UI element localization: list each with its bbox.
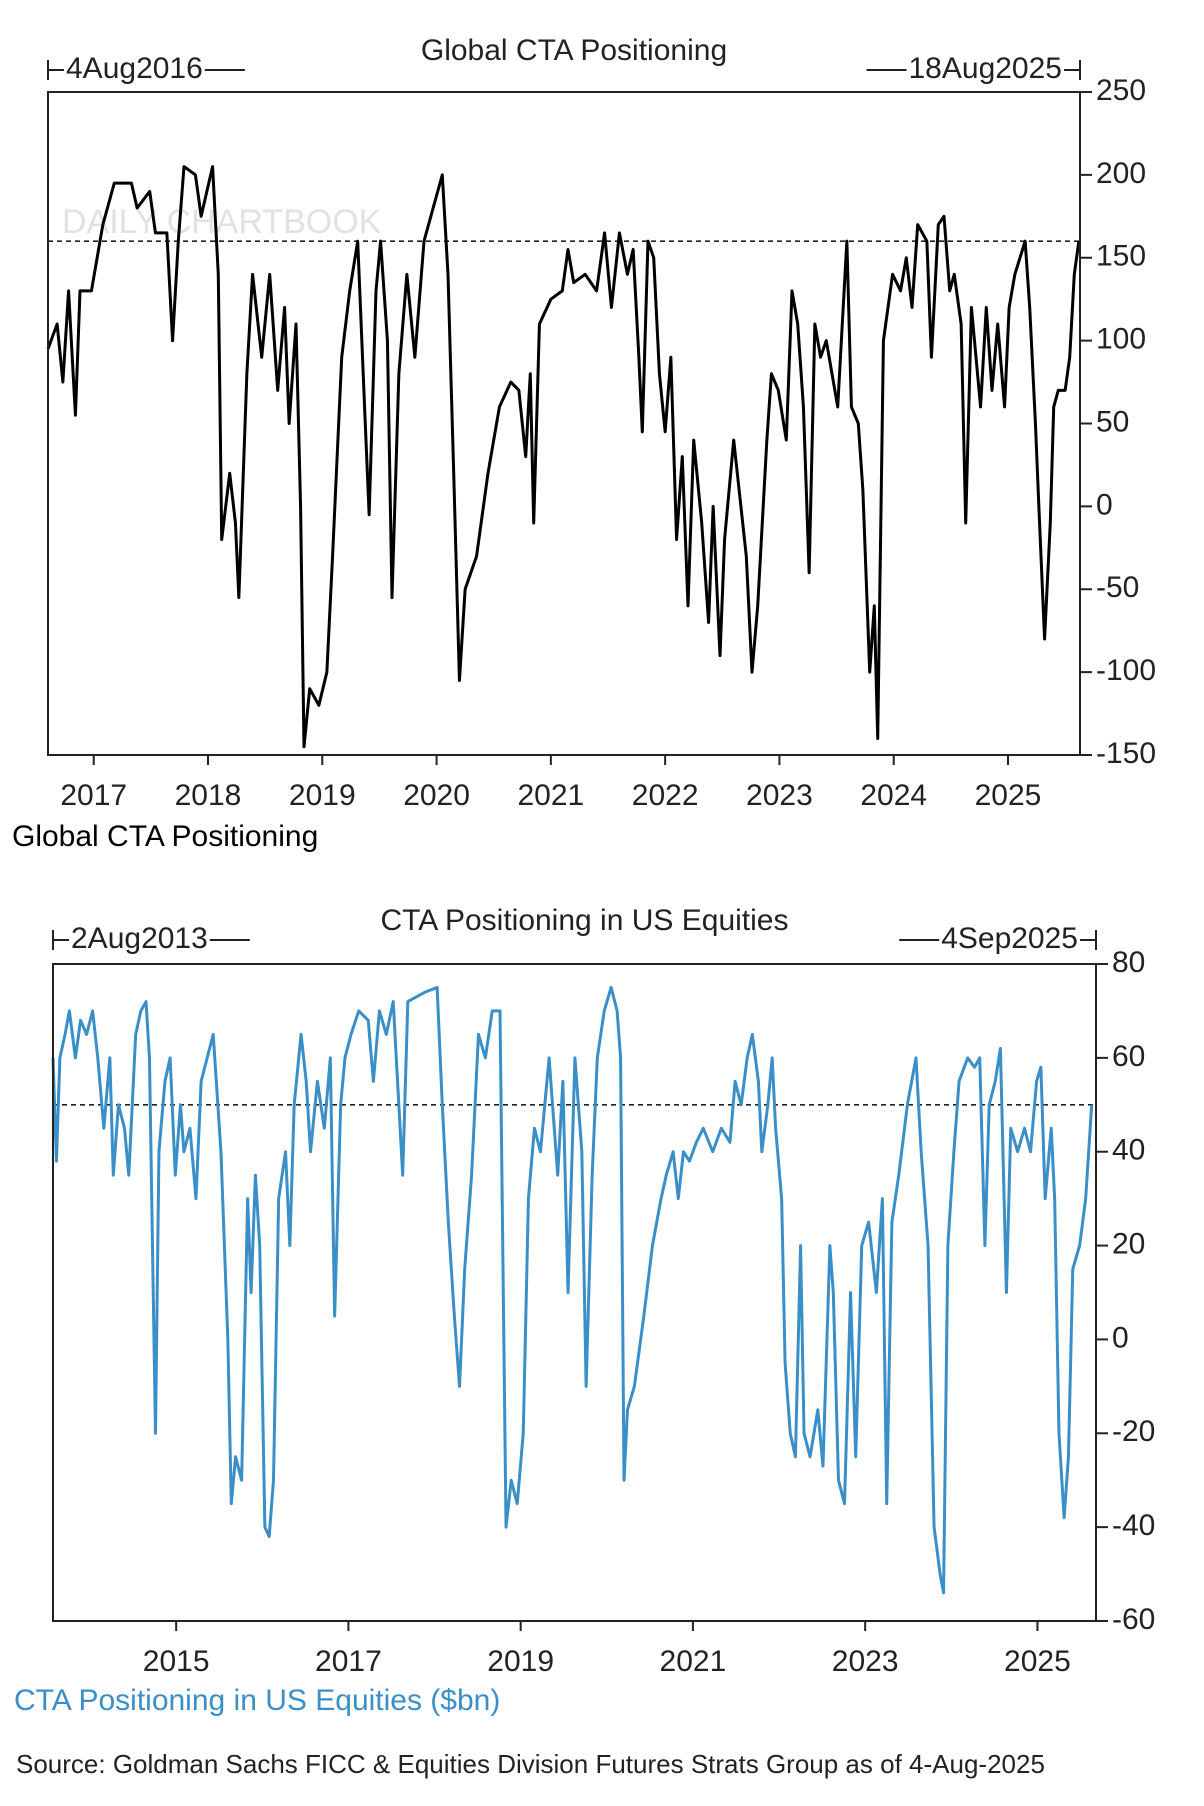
chart: Global CTA Positioning 4Aug2016 18Aug2025 D… [46, 34, 1156, 812]
chart-title: CTA Positioning in US Equities [381, 904, 789, 937]
y-tick-label: 50 [1096, 405, 1129, 438]
x-tick-label: 2021 [517, 779, 584, 812]
x-tick-label: 2017 [60, 779, 127, 812]
end-date-label: 4Sep2025 [941, 922, 1078, 955]
chart: CTA Positioning in US Equities 2Aug2013 4S… [51, 904, 1155, 1678]
x-tick-label: 2023 [746, 779, 813, 812]
y-tick-label: 60 [1112, 1040, 1145, 1073]
x-tick-label: 2025 [1004, 1645, 1071, 1678]
x-tick-label: 2024 [860, 779, 927, 812]
y-tick-label: 20 [1112, 1227, 1145, 1260]
x-tick-label: 2023 [832, 1645, 899, 1678]
y-tick-label: 40 [1112, 1134, 1145, 1167]
y-tick-label: 250 [1096, 74, 1146, 107]
x-tick-label: 2019 [289, 779, 356, 812]
y-tick-label: -60 [1112, 1603, 1155, 1636]
watermark: DAILY CHARTBOOK [62, 203, 382, 241]
series-line [51, 985, 1094, 1595]
x-tick-label: 2020 [403, 779, 470, 812]
x-tick-label: 2025 [975, 779, 1042, 812]
y-tick-label: -40 [1112, 1509, 1155, 1542]
y-tick-label: -50 [1096, 571, 1139, 604]
y-tick-label: 0 [1096, 488, 1113, 521]
x-tick-label: 2017 [315, 1645, 382, 1678]
start-date-label: 2Aug2013 [71, 922, 208, 955]
legend-label: CTA Positioning in US Equities ($bn) [14, 1684, 500, 1717]
x-tick-label: 2021 [660, 1645, 727, 1678]
x-tick-label: 2022 [632, 779, 699, 812]
series-line [46, 165, 1081, 749]
y-tick-label: 100 [1096, 323, 1146, 356]
legend-label: Global CTA Positioning [12, 820, 318, 853]
y-tick-label: -150 [1096, 737, 1156, 770]
y-tick-label: 200 [1096, 157, 1146, 190]
y-tick-label: 80 [1112, 946, 1145, 979]
y-tick-label: -20 [1112, 1415, 1155, 1448]
x-tick-label: 2015 [143, 1645, 210, 1678]
y-tick-label: -100 [1096, 654, 1156, 687]
start-date-label: 4Aug2016 [66, 52, 203, 85]
x-tick-label: 2019 [487, 1645, 554, 1678]
chart-title: Global CTA Positioning [421, 34, 727, 67]
x-tick-label: 2018 [175, 779, 242, 812]
plot-frame [52, 963, 1097, 1622]
y-tick-label: 150 [1096, 240, 1146, 273]
source-note: Source: Goldman Sachs FICC & Equities Di… [16, 1749, 1045, 1779]
end-date-label: 18Aug2025 [909, 52, 1063, 85]
y-tick-label: 0 [1112, 1321, 1129, 1354]
